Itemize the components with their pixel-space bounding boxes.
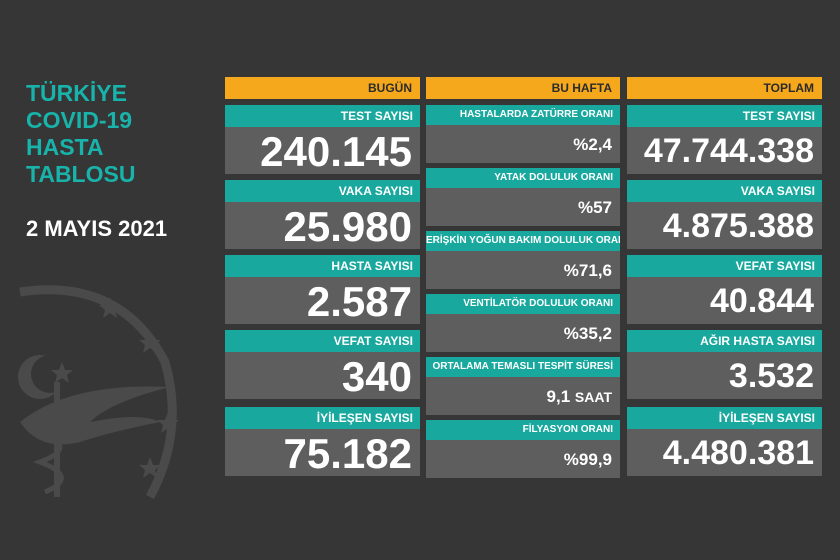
week-ventilator-card: VENTİLATÖR DOLULUK ORANI %35,2 <box>426 294 620 352</box>
card-label: VENTİLATÖR DOLULUK ORANI <box>426 294 620 314</box>
card-value: 40.844 <box>627 277 822 324</box>
today-death-card: VEFAT SAYISI 340 <box>225 330 420 400</box>
card-label: VEFAT SAYISI <box>627 255 822 277</box>
card-label: HASTALARDA ZATÜRRE ORANI <box>426 105 620 125</box>
report-date: 2 MAYIS 2021 <box>26 216 168 241</box>
card-value: 75.182 <box>225 429 420 477</box>
total-death-card: VEFAT SAYISI 40.844 <box>627 255 822 324</box>
total-test-card: TEST SAYISI 47.744.338 <box>627 105 822 174</box>
card-value: 4.875.388 <box>627 202 822 249</box>
total-column: TOPLAM TEST SAYISI 47.744.338 VAKA SAYIS… <box>627 77 822 477</box>
title-line: TABLOSU <box>26 161 136 187</box>
today-patient-card: HASTA SAYISI 2.587 <box>225 255 420 325</box>
card-value: 47.744.338 <box>627 127 822 174</box>
card-label: YATAK DOLULUK ORANI <box>426 168 620 188</box>
week-bed-occupancy-card: YATAK DOLULUK ORANI %57 <box>426 168 620 226</box>
today-recovered-card: İYİLEŞEN SAYISI 75.182 <box>225 407 420 477</box>
card-label: VEFAT SAYISI <box>225 330 420 352</box>
card-value: 2.587 <box>225 277 420 325</box>
week-header: BU HAFTA <box>426 77 620 99</box>
total-recovered-card: İYİLEŞEN SAYISI 4.480.381 <box>627 407 822 476</box>
card-label: VAKA SAYISI <box>225 180 420 202</box>
week-pneumonia-card: HASTALARDA ZATÜRRE ORANI %2,4 <box>426 105 620 163</box>
week-filiation-card: FİLYASYON ORANI %99,9 <box>426 420 620 478</box>
card-value: 9,1 SAAT <box>426 377 620 415</box>
card-label: İYİLEŞEN SAYISI <box>627 407 822 429</box>
contact-time-value: 9,1 <box>546 387 571 406</box>
total-critical-card: AĞIR HASTA SAYISI 3.532 <box>627 330 822 399</box>
card-label: ERİŞKİN YOĞUN BAKIM DOLULUK ORANI <box>426 231 620 251</box>
today-header: BUGÜN <box>225 77 420 99</box>
ministry-of-health-emblem-icon <box>18 285 179 500</box>
card-value: %57 <box>426 188 620 226</box>
card-label: VAKA SAYISI <box>627 180 822 202</box>
card-value: 4.480.381 <box>627 429 822 476</box>
card-value: 240.145 <box>225 127 420 175</box>
total-case-card: VAKA SAYISI 4.875.388 <box>627 180 822 249</box>
today-test-card: TEST SAYISI 240.145 <box>225 105 420 175</box>
card-value: 340 <box>225 352 420 400</box>
card-value: %71,6 <box>426 251 620 289</box>
card-value: 25.980 <box>225 202 420 250</box>
total-header: TOPLAM <box>627 77 822 99</box>
card-label: FİLYASYON ORANI <box>426 420 620 440</box>
card-label: HASTA SAYISI <box>225 255 420 277</box>
card-label: İYİLEŞEN SAYISI <box>225 407 420 429</box>
card-label: ORTALAMA TEMASLI TESPİT SÜRESİ <box>426 357 620 377</box>
week-icu-occupancy-card: ERİŞKİN YOĞUN BAKIM DOLULUK ORANI %71,6 <box>426 231 620 289</box>
card-label: TEST SAYISI <box>225 105 420 127</box>
contact-time-unit: SAAT <box>574 389 612 405</box>
card-value: %99,9 <box>426 440 620 478</box>
title-line: TÜRKİYE <box>26 80 127 106</box>
title-line: COVID-19 <box>26 107 133 133</box>
week-column: BU HAFTA HASTALARDA ZATÜRRE ORANI %2,4 Y… <box>426 77 620 478</box>
today-column: BUGÜN TEST SAYISI 240.145 VAKA SAYISI 25… <box>225 77 420 477</box>
week-contact-time-card: ORTALAMA TEMASLI TESPİT SÜRESİ 9,1 SAAT <box>426 357 620 415</box>
today-case-card: VAKA SAYISI 25.980 <box>225 180 420 250</box>
card-value: 3.532 <box>627 352 822 399</box>
title-line: HASTA <box>26 134 104 160</box>
card-label: TEST SAYISI <box>627 105 822 127</box>
card-label: AĞIR HASTA SAYISI <box>627 330 822 352</box>
card-value: %35,2 <box>426 314 620 352</box>
card-value: %2,4 <box>426 125 620 163</box>
page-title: TÜRKİYE COVID-19 HASTA TABLOSU <box>26 80 135 188</box>
